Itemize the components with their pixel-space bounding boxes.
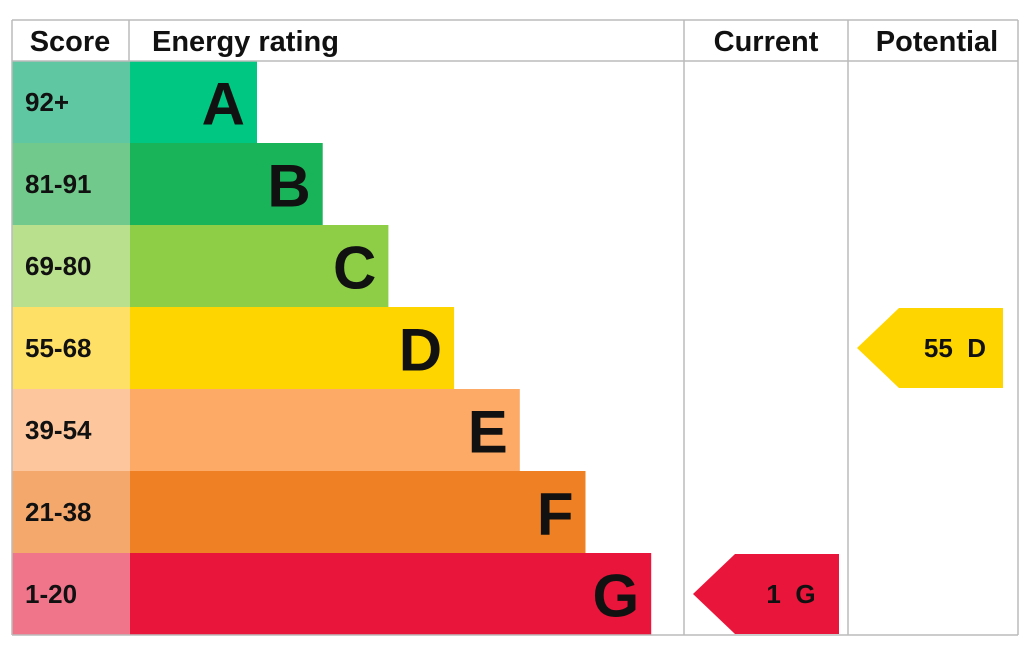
current-score: 1 xyxy=(766,579,780,609)
rating-bar xyxy=(130,143,323,225)
rating-bar xyxy=(130,307,455,389)
score-label: 1-20 xyxy=(25,579,77,609)
band-letter: E xyxy=(468,399,508,466)
score-label: 69-80 xyxy=(25,251,92,281)
rating-bar xyxy=(130,389,520,471)
band-letter: F xyxy=(537,481,574,548)
header-rating: Energy rating xyxy=(152,26,339,58)
band-letter: B xyxy=(267,153,310,220)
rating-bar xyxy=(130,471,586,553)
score-cell xyxy=(12,471,130,553)
potential-score: 55 xyxy=(924,333,953,363)
current-arrow xyxy=(693,554,839,634)
potential-label: 55 D xyxy=(924,333,986,363)
score-cell xyxy=(12,225,130,307)
potential-arrow xyxy=(857,308,1003,388)
score-cell xyxy=(12,143,130,225)
potential-band: D xyxy=(967,333,986,363)
score-label: 81-91 xyxy=(25,169,92,199)
header-potential: Potential xyxy=(876,26,998,58)
current-band: G xyxy=(795,579,815,609)
band-letter: D xyxy=(399,317,442,384)
band-letter: G xyxy=(593,563,640,630)
header-current: Current xyxy=(714,26,819,58)
band-letter: A xyxy=(202,71,245,138)
score-label: 21-38 xyxy=(25,497,92,527)
score-cell xyxy=(12,61,130,143)
header-score: Score xyxy=(30,26,111,58)
rating-bar xyxy=(130,225,389,307)
score-label: 55-68 xyxy=(25,333,92,363)
current-label: 1 G xyxy=(766,579,815,609)
rating-bar xyxy=(130,553,652,635)
score-label: 92+ xyxy=(25,87,69,117)
score-label: 39-54 xyxy=(25,415,92,445)
rating-bar xyxy=(130,61,257,143)
score-cell xyxy=(12,307,130,389)
band-letter: C xyxy=(333,235,376,302)
score-cell xyxy=(12,553,130,635)
score-cell xyxy=(12,389,130,471)
